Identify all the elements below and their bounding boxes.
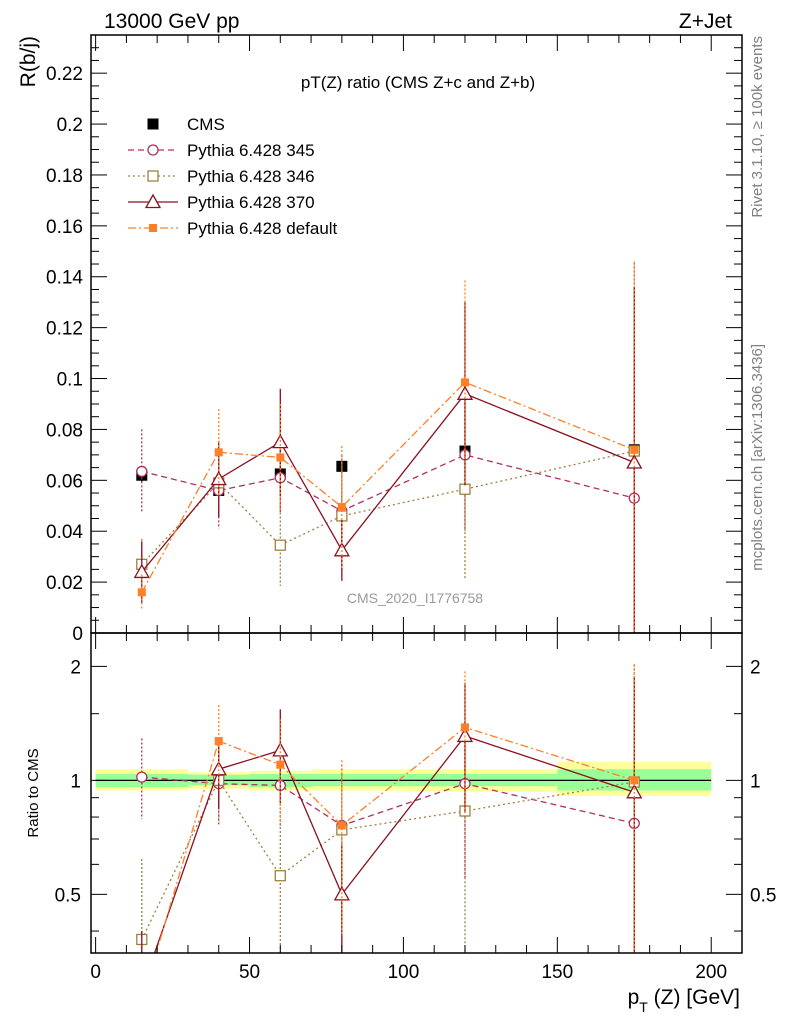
x-tick-label: 50 xyxy=(239,962,260,983)
header-left: 13000 GeV pp xyxy=(104,10,239,33)
top-y-tick-label: 0.22 xyxy=(46,64,83,85)
ratio-y-tick-label-right: 1 xyxy=(750,771,761,792)
ratio-y-label: Ratio to CMS xyxy=(25,748,42,837)
ratio-point-pdef xyxy=(276,760,285,769)
top-point-pdef xyxy=(276,453,285,462)
ratio-point-pdef xyxy=(337,821,346,830)
ratio-series-pdef xyxy=(138,663,639,1006)
top-point-pdef xyxy=(337,503,346,512)
rivet-version-text: Rivet 3.1.10, ≥ 100k events xyxy=(749,36,766,218)
ratio-line-p370 xyxy=(153,735,635,953)
x-axis-label-main: p xyxy=(628,986,640,1009)
x-axis-label: pT (Z) [GeV] xyxy=(628,986,740,1015)
legend-label-p345: Pythia 6.428 345 xyxy=(187,141,315,160)
mcplots-text: mcplots.cern.ch [arXiv:1306.3436] xyxy=(749,344,766,571)
top-point-p370 xyxy=(133,563,150,579)
top-y-tick-label: 0 xyxy=(72,624,83,645)
ratio-point-p370 xyxy=(456,727,474,743)
legend-label-p370: Pythia 6.428 370 xyxy=(187,193,315,212)
top-point-pdef xyxy=(630,445,639,454)
legend-label-p346: Pythia 6.428 346 xyxy=(187,167,315,186)
ratio-point-pdef xyxy=(460,723,469,732)
ratio-y-tick-label-right: 2 xyxy=(750,657,761,678)
ratio-y-tick-label-right: 0.5 xyxy=(750,885,776,906)
ratio-plot-area xyxy=(95,663,712,1006)
top-y-tick-label: 0.14 xyxy=(46,268,83,289)
legend-item-p345: Pythia 6.428 345 xyxy=(128,141,315,160)
ratio-line-p346 xyxy=(141,779,635,940)
legend-item-p346: Pythia 6.428 346 xyxy=(128,167,315,186)
top-point-pdef xyxy=(214,448,223,457)
ratio-point-pdef xyxy=(630,776,639,785)
legend-item-cms: CMS xyxy=(147,115,225,134)
header-right: Z+Jet xyxy=(679,10,732,33)
top-y-label: R(b/j) xyxy=(17,36,40,87)
x-tick-label: 0 xyxy=(90,962,101,983)
legend-marker-cms xyxy=(147,118,159,130)
ratio-point-p370 xyxy=(210,760,227,776)
x-tick-label: 200 xyxy=(695,962,727,983)
legend-marker-p346 xyxy=(147,170,159,182)
top-point-p346 xyxy=(459,483,471,495)
top-point-pdef xyxy=(137,588,146,597)
legend-marker-pdef xyxy=(149,224,157,232)
top-series-p346 xyxy=(136,262,640,633)
top-series-p370 xyxy=(133,286,643,633)
legend-item-p370: Pythia 6.428 370 xyxy=(128,193,315,212)
top-y-tick-label: 0.16 xyxy=(46,217,83,238)
top-y-tick-label: 0.08 xyxy=(46,420,83,441)
legend-label-cms: CMS xyxy=(187,115,225,134)
top-y-tick-label: 0.04 xyxy=(46,522,83,543)
top-series-pdef xyxy=(137,261,639,633)
top-title: pT(Z) ratio (CMS Z+c and Z+b) xyxy=(301,73,535,92)
ratio-point-pdef xyxy=(214,737,223,746)
top-point-p346 xyxy=(274,539,286,551)
legend-item-pdef: Pythia 6.428 default xyxy=(128,219,338,238)
legend-marker-p345 xyxy=(147,144,159,156)
x-axis-label-sub: T xyxy=(639,999,648,1015)
top-point-pdef xyxy=(460,378,469,387)
x-axis-label-rest: (Z) [GeV] xyxy=(648,986,740,1009)
top-line-p346 xyxy=(141,450,635,565)
x-tick-label: 100 xyxy=(388,962,420,983)
top-line-pdef xyxy=(141,381,635,593)
legend-label-pdef: Pythia 6.428 default xyxy=(187,219,338,238)
bottom-panel-frame xyxy=(90,632,743,954)
top-y-tick-label: 0.2 xyxy=(57,115,83,136)
top-y-tick-label: 0.18 xyxy=(46,166,83,187)
top-plot-area xyxy=(133,261,643,633)
bottom-ticks: 0.5 0.5 1 1 2 2 0 50 100 150 200 xyxy=(55,633,776,983)
top-y-tick-label: 0.12 xyxy=(46,319,83,340)
ratio-series-p346 xyxy=(136,664,640,953)
top-ticks: 0 0.02 0.04 0.06 0.08 0.1 0.12 0.14 0.16 0.18 0.2 0… xyxy=(46,35,742,645)
ratio-y-tick-label: 2 xyxy=(70,657,81,678)
bottom-panel: 0.5 0.5 1 1 2 2 0 50 100 150 200 Ratio to CMS pT (… xyxy=(25,632,776,1015)
ratio-y-tick-label: 1 xyxy=(70,771,81,792)
ratio-y-tick-label: 0.5 xyxy=(55,885,81,906)
ratio-point-p345 xyxy=(136,771,148,783)
x-tick-label: 150 xyxy=(541,962,573,983)
top-y-tick-label: 0.1 xyxy=(57,370,83,391)
ratio-point-p370 xyxy=(135,983,149,996)
legend: CMS Pythia 6.428 345 Pythia 6.428 346 Pythi… xyxy=(128,115,338,238)
ratio-point-p346 xyxy=(274,870,286,882)
legend-marker-p370 xyxy=(144,193,162,209)
top-y-tick-label: 0.02 xyxy=(46,573,83,594)
top-panel: 0 0.02 0.04 0.06 0.08 0.1 0.12 0.14 0.16 0.18 0.2 0… xyxy=(17,34,743,645)
ratio-series-p345 xyxy=(136,708,640,953)
ratio-point-pdef xyxy=(138,998,146,1006)
watermark: CMS_2020_I1776758 xyxy=(347,590,483,606)
top-y-tick-label: 0.06 xyxy=(46,471,83,492)
ratio-line-pdef xyxy=(155,726,635,953)
top-line-p370 xyxy=(141,393,635,573)
top-point-p345 xyxy=(136,465,148,478)
